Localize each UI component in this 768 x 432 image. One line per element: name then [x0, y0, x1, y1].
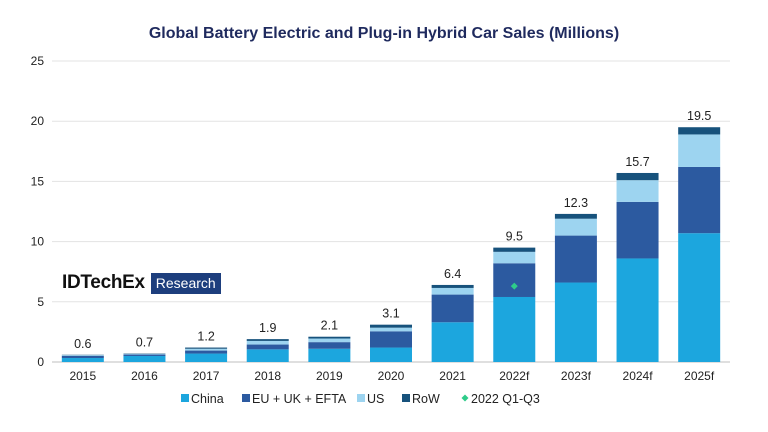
- bar-segment: [308, 342, 351, 349]
- x-axis: 2015 2016 2017 2018 2019 2020 2021 2022f 2023f 20…: [69, 369, 714, 383]
- total-label: 2.1: [321, 319, 338, 333]
- bar-segment: [246, 340, 289, 345]
- bar-segment: [61, 358, 104, 362]
- idtechex-logo: IDTechEx Research: [62, 272, 221, 294]
- bar-segment: [370, 327, 412, 332]
- bar-segment: [185, 350, 228, 354]
- total-label: 9.5: [506, 230, 523, 244]
- total-label: 19.5: [687, 109, 711, 123]
- bar-segment: [554, 282, 597, 362]
- bar-segment: [246, 339, 289, 341]
- total-label: 6.4: [444, 267, 461, 281]
- bar-segment: [370, 347, 412, 362]
- total-label: 15.7: [625, 155, 649, 169]
- bar-segment: [431, 294, 474, 323]
- total-label: 0.7: [136, 336, 153, 350]
- legend-swatch: [181, 394, 189, 402]
- bar-segment: [370, 324, 412, 328]
- bar-segment: [123, 355, 166, 362]
- x-tick-label: 2020: [378, 369, 405, 383]
- bar-segment: [493, 296, 536, 362]
- bar-segment: [185, 348, 228, 351]
- x-tick-label: 2016: [131, 369, 158, 383]
- legend-label: 2022 Q1-Q3: [471, 392, 540, 406]
- legend-label: China: [191, 392, 224, 406]
- bar-segment: [554, 235, 597, 283]
- x-tick-label: 2018: [254, 369, 281, 383]
- bar-segment: [61, 355, 104, 356]
- legend: China EU + UK + EFTA US RoW 2022 Q1-Q3: [181, 392, 540, 406]
- legend-swatch: [242, 394, 250, 402]
- bar-segment: [308, 338, 351, 343]
- bar-segment: [431, 322, 474, 362]
- total-label: 3.1: [382, 307, 399, 321]
- x-tick-label: 2025f: [684, 369, 715, 383]
- bar-segment: [246, 344, 289, 350]
- chart-title: Global Battery Electric and Plug-in Hybr…: [149, 25, 619, 42]
- bar-segment: [493, 251, 536, 264]
- legend-swatch: [402, 394, 410, 402]
- legend-label: RoW: [412, 392, 440, 406]
- bar-segment: [678, 127, 721, 135]
- x-tick-label: 2017: [193, 369, 220, 383]
- bar-segment: [554, 218, 597, 236]
- bar-segment: [431, 284, 474, 288]
- total-label: 12.3: [564, 196, 588, 210]
- y-axis: 0 5 10 15 20 25: [31, 54, 45, 369]
- bar-segment: [308, 348, 351, 362]
- bar-segment: [370, 331, 412, 348]
- x-tick-label: 2022f: [499, 369, 530, 383]
- x-tick-label: 2019: [316, 369, 343, 383]
- bar-segment: [61, 355, 104, 359]
- x-tick-label: 2023f: [561, 369, 592, 383]
- logo-name: IDTechEx: [62, 272, 145, 293]
- total-label: 1.9: [259, 321, 276, 335]
- bar-segment: [616, 172, 659, 181]
- total-label: 0.6: [74, 337, 91, 351]
- bar-segment: [554, 213, 597, 219]
- bar-segment: [185, 353, 228, 362]
- y-tick-label: 20: [31, 114, 45, 128]
- bar-segment: [123, 354, 166, 356]
- x-tick-label: 2021: [439, 369, 466, 383]
- bar-segment: [678, 134, 721, 167]
- markers: [510, 282, 518, 290]
- y-tick-label: 0: [37, 355, 44, 369]
- bar-segment: [185, 347, 228, 349]
- legend-swatch: [357, 394, 365, 402]
- total-label: 1.2: [197, 330, 214, 344]
- total-labels: 0.6 0.7 1.2 1.9 2.1 3.1 6.4 9.5 12.3 15.7 19.5: [74, 109, 711, 351]
- legend-label: EU + UK + EFTA: [252, 392, 347, 406]
- bar-segment: [616, 258, 659, 362]
- y-tick-label: 25: [31, 54, 45, 68]
- bar-segment: [493, 247, 536, 252]
- bar-segment: [493, 263, 536, 297]
- y-tick-label: 15: [31, 174, 45, 188]
- bar-segment: [678, 166, 721, 234]
- bar-segment: [308, 336, 351, 339]
- bar-segment: [616, 180, 659, 202]
- legend-label: US: [367, 392, 384, 406]
- bar-segment: [616, 201, 659, 259]
- marker-point: [510, 282, 518, 290]
- y-tick-label: 10: [31, 235, 45, 249]
- legend-swatch: [461, 394, 469, 402]
- logo-tag: Research: [150, 272, 221, 294]
- bar-segment: [246, 349, 289, 362]
- y-tick-label: 5: [37, 295, 44, 309]
- bar-segment: [431, 287, 474, 295]
- x-tick-label: 2024f: [623, 369, 654, 383]
- bars: [61, 127, 721, 362]
- bar-segment: [123, 353, 166, 355]
- x-tick-label: 2015: [69, 369, 96, 383]
- bar-segment: [678, 233, 721, 362]
